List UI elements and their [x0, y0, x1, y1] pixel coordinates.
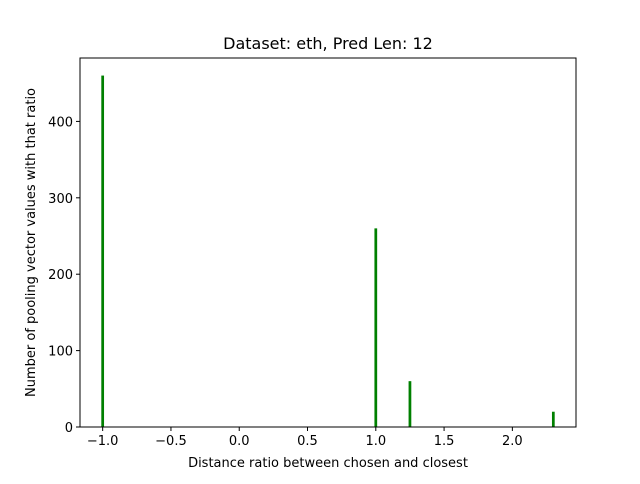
bar-0-3: [551, 411, 555, 427]
y-tick-label: 200: [48, 268, 73, 283]
x-tick-label: 0.0: [229, 434, 250, 449]
bar-0-2: [408, 381, 412, 427]
y-axis-ticks: 0 100 200 300 400: [48, 115, 80, 436]
x-tick-label: 2.0: [502, 434, 523, 449]
y-tick-label: 300: [48, 192, 73, 207]
y-tick-label: 400: [48, 115, 73, 130]
x-tick-label: 1.5: [434, 434, 455, 449]
x-axis-ticks: −1.0 −0.5 0.0 0.5 1.0 1.5 2.0: [87, 427, 523, 449]
chart-title: Dataset: eth, Pred Len: 12: [223, 34, 433, 53]
y-tick-label: 0: [65, 421, 73, 436]
x-axis-label: Distance ratio between chosen and closes…: [188, 456, 468, 471]
bar-0-0: [101, 75, 105, 428]
bars-layer: [101, 75, 555, 428]
y-axis-label: Number of pooling vector values with tha…: [24, 88, 39, 397]
bar-0-1: [374, 228, 378, 427]
plot-frame: [79, 57, 577, 428]
x-tick-label: 1.0: [365, 434, 386, 449]
y-tick-label: 100: [48, 345, 73, 360]
x-tick-label: −1.0: [87, 434, 119, 449]
x-tick-label: 0.5: [297, 434, 318, 449]
x-tick-label: −0.5: [155, 434, 187, 449]
